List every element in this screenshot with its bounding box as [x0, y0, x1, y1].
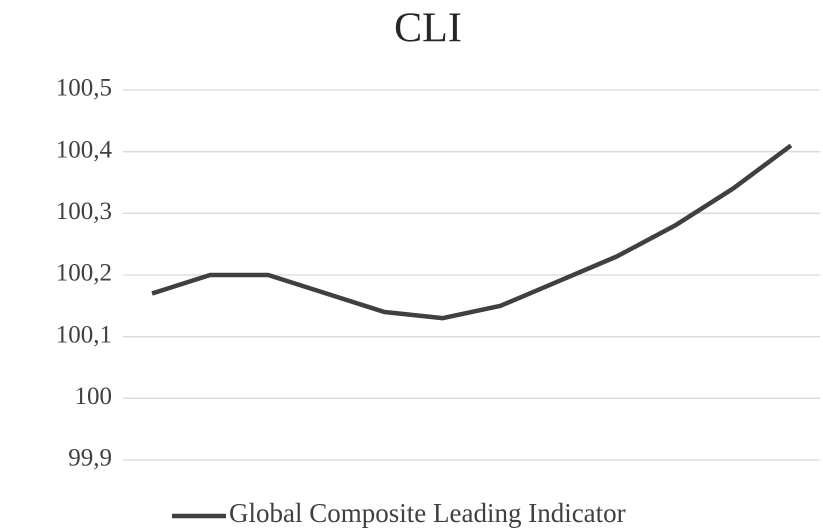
- data-line: [151, 143, 793, 321]
- y-tick-label: 100,3: [56, 198, 112, 225]
- y-tick-label: 100: [75, 383, 113, 410]
- y-tick-label: 100,4: [56, 136, 113, 163]
- y-tick-label: 100,2: [56, 260, 112, 287]
- legend-label: Global Composite Leading Indicator: [229, 498, 626, 528]
- y-tick-label: 99,9: [68, 445, 112, 472]
- y-tick-label: 100,1: [56, 321, 112, 348]
- chart-title: CLI: [394, 6, 462, 52]
- y-tick-label: 100,5: [56, 75, 112, 102]
